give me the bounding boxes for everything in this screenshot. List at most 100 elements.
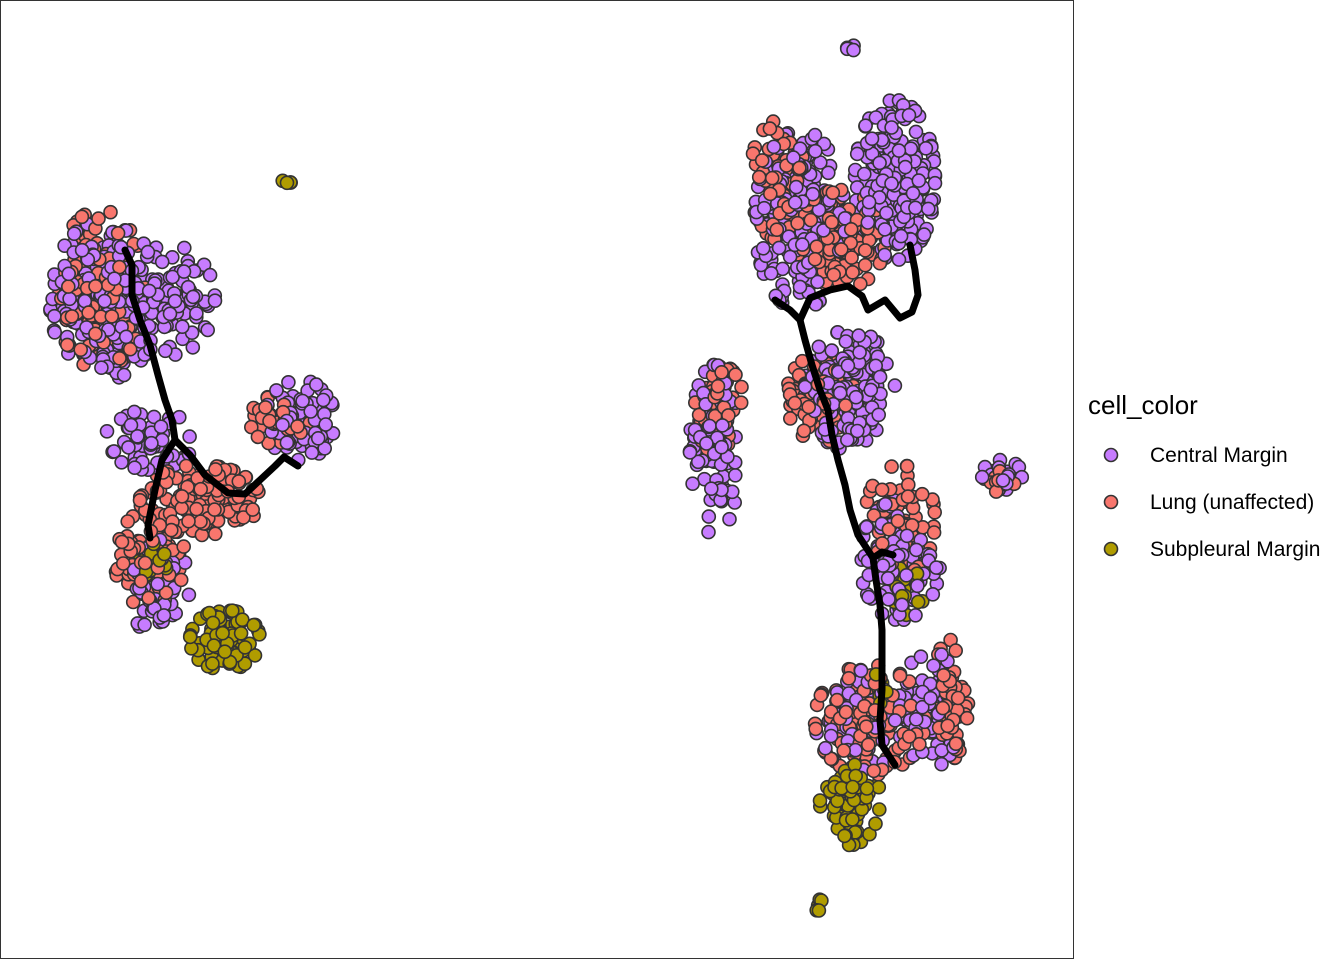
cell-point [872,155,887,171]
cell-point [891,143,907,158]
cell-point [782,411,798,426]
cell-point [144,435,159,451]
cell-point [207,502,222,517]
cell-point [193,481,208,497]
cell-point [173,572,189,588]
cell-point [162,306,178,322]
cell-point [927,504,943,520]
cell-point [908,607,923,623]
cell-point [94,360,109,376]
cell-point [207,293,223,309]
cell-point [884,120,899,135]
cell-point [881,521,897,537]
cell-point [318,417,334,432]
cell-point [262,413,277,429]
cell-point [110,226,126,241]
legend-label: Lung (unaffected) [1150,491,1314,514]
cell-point [911,173,927,188]
cell-point [120,514,135,529]
cell-point [846,42,861,58]
cell-point [303,404,319,419]
cell-point [200,322,215,338]
cell-point [905,186,921,201]
cell-point [910,594,926,610]
cell-point [281,374,296,390]
legend-title: cell_color [1088,390,1198,420]
cell-point [893,228,909,244]
cell-point [871,779,887,795]
cell-point [782,249,798,265]
cell-point [64,309,80,324]
cell-point [788,179,804,195]
cell-point [106,444,122,459]
cell-point [295,393,310,409]
cell-point [878,496,893,512]
cell-point [841,670,857,686]
cell-point [899,458,915,474]
cell-point [908,124,924,140]
cell-point [764,170,780,186]
cell-point [916,227,932,242]
cell-point [807,251,823,267]
cell-point [820,165,836,181]
cell-point [874,536,890,551]
cell-point [995,473,1011,488]
cell-point [811,339,827,355]
cell-point [701,524,716,540]
cell-point [755,241,771,256]
cell-point [112,350,127,366]
cell-point [150,576,165,592]
cell-point [193,514,208,529]
cell-point [875,558,891,573]
cell-point [877,247,893,263]
cell-point [927,175,943,191]
cell-point [899,528,915,544]
cell-point [918,141,934,156]
cell-point [81,305,96,320]
cell-point [182,429,197,444]
cell-point [181,513,196,529]
cell-point [803,212,819,228]
cell-point [74,209,90,225]
cell-point [864,131,880,146]
right-trajectory-side-branch [869,548,897,562]
cell-point [130,428,145,444]
cell-point [935,700,951,716]
cell-point [157,546,172,562]
cell-point [836,743,852,758]
cell-point [174,489,190,504]
legend-item: Central Margin [1103,444,1288,467]
cell-point [236,510,251,525]
cell-point [940,718,956,734]
cell-point [851,328,867,343]
cell-point [116,367,132,383]
cell-point [279,435,295,451]
cell-point [766,139,782,155]
cell-point [237,640,253,655]
cell-point [928,560,944,575]
cell-point [891,252,907,267]
cell-point [920,201,936,217]
cell-point [88,278,103,294]
cell-point [923,690,938,706]
cell-point [805,186,821,202]
cell-point [185,340,201,355]
points-layer [43,38,1030,918]
cell-point [132,492,148,508]
cell-point [879,205,894,221]
cell-point [857,243,873,258]
cell-point [701,509,717,524]
cell-point [794,237,810,252]
cell-point [189,501,204,517]
cell-point [189,306,204,321]
cell-point [901,729,917,744]
trajectory-layer [121,241,922,769]
cell-point [771,240,787,256]
cell-point [167,293,183,309]
cell-point [796,423,812,439]
cell-point [182,629,198,645]
cell-point [722,511,737,527]
cell-point [127,404,142,420]
cell-point [824,343,840,358]
cell-point [123,417,139,433]
